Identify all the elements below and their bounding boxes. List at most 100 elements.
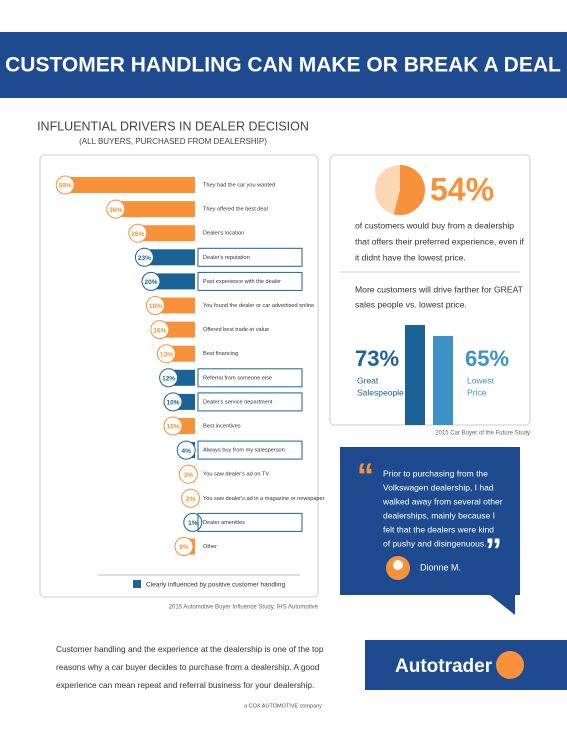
value-label: 59% (59, 183, 72, 190)
category-label: Dealer's location (203, 231, 244, 237)
category-label: Lowest (467, 375, 495, 385)
value-label: 1% (188, 520, 198, 527)
stat-text: of customers would buy from a dealership (355, 220, 514, 230)
value-badge (134, 247, 154, 267)
value-badge (163, 392, 183, 412)
value-badge (178, 464, 198, 484)
quote-line: Prior to purchasing from the (383, 468, 488, 478)
stat-text: it didnt have the lowest price. (355, 252, 466, 262)
bar (144, 249, 195, 266)
value-label: 5% (179, 544, 189, 551)
category-label: Past experience with the dealer (203, 279, 281, 285)
label-box (197, 271, 303, 291)
big-stat: 65% (465, 346, 509, 371)
label-box (197, 512, 303, 532)
quote-line: Volkswagen dealership, I had (383, 482, 494, 492)
value-badge (176, 440, 196, 460)
quote-box (340, 447, 520, 615)
category-label: Referral from someone else (203, 375, 272, 381)
quote-line: of pushy and disingenuous. (383, 538, 487, 548)
label-box (197, 392, 303, 412)
value-label: 23% (138, 255, 151, 262)
value-label: 13% (160, 351, 173, 358)
category-label: Offered best trade-in value (203, 327, 269, 333)
value-badge (55, 175, 75, 195)
category-label: Price (467, 387, 487, 397)
category-label: They offered the best deal (203, 207, 268, 213)
bar (405, 324, 425, 425)
bar (151, 273, 195, 290)
value-badge (128, 223, 148, 243)
stat-text: More customers will drive farther for GR… (355, 284, 524, 294)
bar (433, 335, 453, 425)
label-box (197, 440, 303, 460)
big-stat: 54% (430, 171, 494, 207)
big-stat: 73% (355, 346, 399, 371)
value-label: 20% (144, 279, 157, 286)
bar (137, 225, 195, 242)
value-label: 18% (149, 303, 162, 310)
chart-panel (39, 154, 319, 598)
bar (65, 177, 195, 193)
stat-text: sales people vs. lowest price. (355, 299, 467, 309)
category-label: You saw dealer's ad in a magazine or new… (203, 496, 325, 502)
bar (155, 297, 195, 314)
header-title: CUSTOMER HANDLING CAN MAKE OR BREAK A DE… (5, 54, 561, 77)
value-label: 2% (186, 496, 196, 503)
bar (115, 201, 195, 218)
category-label: You saw dealer's ad on TV (203, 472, 269, 478)
source: 2015 Car Buyer of the Future Study (435, 431, 530, 437)
quote-mark: “ (357, 457, 374, 495)
value-badge (141, 271, 161, 291)
value-badge (150, 320, 170, 340)
footer-text: reasons why a car buyer decides to purch… (56, 662, 320, 672)
category-label: Salespeople (357, 387, 404, 397)
label-box (197, 368, 303, 388)
quote-line: dealerships, mainly because I (383, 510, 495, 520)
category-label: They had the car you wanted (203, 182, 275, 188)
value-badge (181, 488, 201, 508)
value-label: 10% (166, 424, 179, 431)
category-label: You found the dealer or car advertised o… (203, 303, 314, 309)
logo: Autotrader (395, 656, 493, 677)
logo-band (365, 640, 567, 690)
value-badge (106, 199, 126, 219)
category-label: Dealer's reputation (203, 255, 250, 261)
quote-author: Dionne M. (420, 562, 461, 572)
footer-text: Customer handling and the experience at … (56, 644, 324, 654)
chart-title: INFLUENTIAL DRIVERS IN DEALER DECISION (37, 119, 309, 133)
footer-text: experience can mean repeat and referral … (56, 680, 314, 690)
value-label: 10% (166, 400, 179, 407)
quote-line: felt that the dealers were kind (383, 524, 494, 534)
value-label: 12% (162, 376, 175, 383)
quote-line: walked away from several other (382, 496, 503, 506)
category-label: Best incentives (203, 423, 241, 429)
value-badge (145, 296, 165, 315)
logo-icon (496, 651, 524, 679)
value-label: 26% (131, 231, 144, 238)
value-label: 36% (109, 207, 122, 214)
category-label: Dealer's service department (203, 399, 273, 405)
stat-text: that offers their preferred experience, … (355, 236, 525, 246)
category-label: Dealer amenities (203, 520, 245, 526)
legend-label: Clearly influenced by positive customer … (146, 582, 285, 589)
value-label: 4% (181, 448, 191, 455)
legend-swatch (133, 580, 141, 588)
avatar-icon (393, 560, 403, 570)
source: 2015 Automotive Buyer Influence Study, I… (169, 605, 319, 611)
value-badge (159, 368, 179, 388)
category-label: Other (203, 544, 217, 550)
label-box (197, 247, 303, 267)
quote-mark: ” (485, 532, 502, 570)
bar (159, 321, 195, 338)
value-label: 3% (184, 472, 194, 479)
stats-panel (329, 154, 531, 426)
value-badge (156, 344, 176, 364)
value-badge (163, 416, 183, 436)
pie-slice (393, 165, 425, 215)
value-badge (174, 537, 194, 556)
value-label: 16% (153, 327, 166, 334)
header-band (0, 32, 567, 98)
